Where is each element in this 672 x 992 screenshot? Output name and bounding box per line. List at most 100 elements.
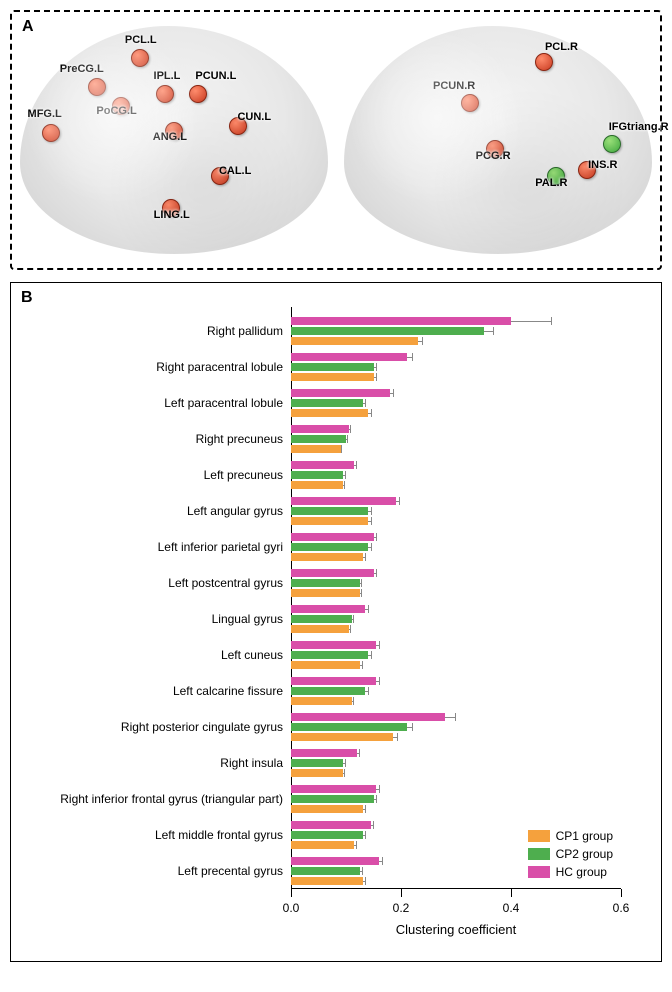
error-bar [357,753,359,754]
bar-CP1 [291,841,354,849]
bar-HC [291,749,357,757]
bar-CP2 [291,327,484,335]
x-tick-label: 0.4 [503,901,520,915]
brain-node-label: PoCG.L [96,105,136,117]
legend-label: CP1 group [556,829,613,843]
error-bar [393,737,397,738]
brain-node-label: LING.L [154,209,190,221]
error-bar [343,773,344,774]
error-cap [347,435,348,443]
error-bar [368,521,371,522]
bar-HC [291,317,511,325]
brain-node [42,124,60,142]
bar-chart: 0.00.20.40.6Clustering coefficientRight … [291,313,621,889]
bar-CP1 [291,445,341,453]
error-bar [376,789,379,790]
brain-node [578,161,596,179]
legend-swatch [528,848,550,860]
legend-label: CP2 group [556,847,613,861]
legend-swatch [528,866,550,878]
error-cap [371,543,372,551]
error-cap [379,785,380,793]
error-cap [393,389,394,397]
brain-node [156,85,174,103]
bar-HC [291,533,374,541]
legend-swatch [528,830,550,842]
bar-CP2 [291,759,343,767]
error-bar [407,357,413,358]
error-bar [352,701,354,702]
brain-node-label: PreCG.L [60,63,104,75]
error-bar [343,475,344,476]
region-label: Right posterior cingulate gyrus [121,720,291,734]
figure: A PCL.LPreCG.LPoCG.LIPL.LPCUN.LMFG.LANG.… [0,0,672,972]
chart-row: Right posterior cingulate gyrus [291,709,621,745]
brain-node-label: IPL.L [154,70,181,82]
error-cap [371,517,372,525]
bar-CP2 [291,471,343,479]
chart-row: Left inferior parietal gyri [291,529,621,565]
bar-CP1 [291,733,393,741]
error-bar [341,449,342,450]
region-label: Right paracentral lobule [156,360,291,374]
brain-node-label: IFGtriang.R [609,121,669,133]
error-cap [422,337,423,345]
brain-node [229,117,247,135]
error-bar [379,861,382,862]
x-axis-label: Clustering coefficient [396,922,516,937]
bar-CP2 [291,507,368,515]
error-cap [345,471,346,479]
bar-HC [291,857,379,865]
error-cap [376,363,377,371]
region-label: Left calcarine fissure [173,684,291,698]
legend-label: HC group [556,865,607,879]
error-cap [356,461,357,469]
bar-HC [291,641,376,649]
brain-node-label: PCL.R [545,41,578,53]
error-bar [368,655,371,656]
error-bar [352,619,354,620]
bar-CP1 [291,553,363,561]
error-bar [343,763,344,764]
region-label: Left postcentral gyrus [168,576,291,590]
error-bar [390,393,393,394]
bar-CP2 [291,363,374,371]
error-cap [379,641,380,649]
bar-HC [291,389,390,397]
error-bar [374,799,377,800]
error-cap [344,481,345,489]
bar-CP1 [291,805,363,813]
error-cap [379,677,380,685]
error-cap [376,373,377,381]
error-cap [353,697,354,705]
chart-row: Left paracentral lobule [291,385,621,421]
error-bar [349,429,350,430]
bar-HC [291,821,371,829]
chart-row: Left precuneus [291,457,621,493]
brain-node-label: PAL.R [535,177,567,189]
bar-CP2 [291,615,352,623]
error-cap [551,317,552,325]
panel-a-label: A [22,18,34,36]
brain-node [189,85,207,103]
bar-CP2 [291,435,346,443]
error-cap [371,409,372,417]
bar-CP2 [291,399,363,407]
error-cap [361,579,362,587]
bar-HC [291,785,376,793]
error-cap [399,497,400,505]
error-bar [418,341,422,342]
brain-node [131,49,149,67]
region-label: Left precuneus [204,468,291,482]
bar-CP1 [291,661,360,669]
bar-CP1 [291,517,368,525]
bar-CP2 [291,543,368,551]
bar-CP2 [291,651,368,659]
brain-node [88,78,106,96]
error-cap [493,327,494,335]
bar-CP2 [291,723,407,731]
bar-CP2 [291,795,374,803]
error-cap [365,831,366,839]
bar-CP1 [291,877,363,885]
chart-row: Left cuneus [291,637,621,673]
